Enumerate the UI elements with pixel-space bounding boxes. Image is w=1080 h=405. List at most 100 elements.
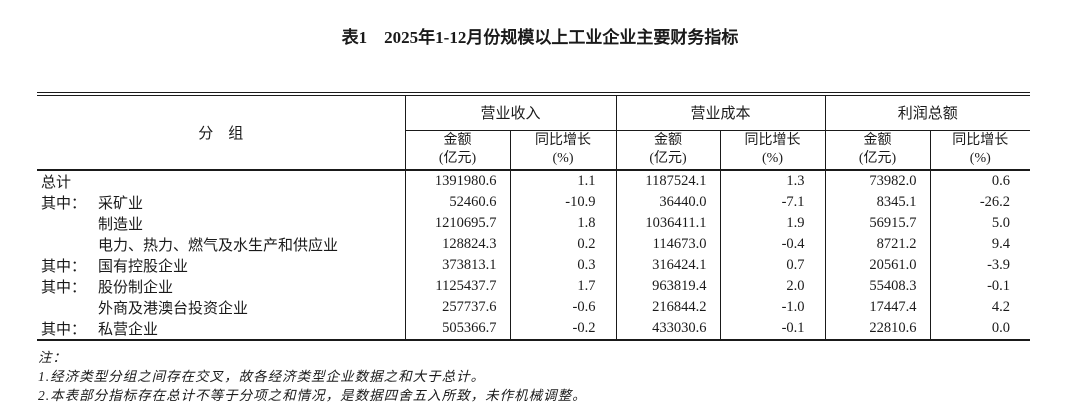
yoy-cell: 0.0 (929, 318, 1031, 340)
amount-cell: 963819.4 (615, 276, 721, 297)
yoy-cell: 0.6 (929, 170, 1031, 192)
row-label: 外商及港澳台投资企业 (37, 297, 405, 318)
row-label-text: 制造业 (98, 217, 144, 233)
table-title: 表1 2025年1-12月份规模以上工业企业主要财务指标 (341, 28, 739, 47)
row-prefix: 其中： (41, 196, 87, 212)
yoy-cell: 1.9 (719, 213, 826, 234)
amount-cell: 56915.7 (824, 213, 931, 234)
row-label-text: 国有控股企业 (98, 259, 189, 275)
table-row: 其中： 国有控股企业 373813.1 0.3 316424.1 0.7 20561.0 -3… (37, 255, 1031, 276)
yoy-cell: 0.2 (509, 234, 617, 255)
col-header-operating-cost: 营业成本 (615, 94, 826, 131)
yoy-cell: 5.0 (929, 213, 1031, 234)
table-row: 电力、热力、燃气及水生产和供应业 128824.3 0.2 114673.0 -0.4 8… (37, 234, 1031, 255)
row-label: 其中： 国有控股企业 (37, 255, 405, 276)
yoy-cell: 4.2 (929, 297, 1031, 318)
amount-cell: 8721.2 (824, 234, 931, 255)
subheader-yoy-unit: (%) (762, 150, 784, 166)
col-header-group: 分 组 (37, 94, 406, 171)
yoy-cell: 2.0 (719, 276, 826, 297)
amount-cell: 17447.4 (824, 297, 931, 318)
amount-cell: 1391980.6 (404, 170, 510, 192)
table-row: 制造业 1210695.7 1.8 1036411.1 1.9 56915.7 5.0 (37, 213, 1031, 234)
amount-cell: 1210695.7 (404, 213, 510, 234)
yoy-cell: 1.1 (509, 170, 617, 192)
row-prefix: 其中： (41, 280, 87, 296)
table-notes: 注： 1.经济类型分组之间存在交叉，故各经济类型企业数据之和大于总计。 2.本表… (38, 348, 1080, 405)
amount-cell: 257737.6 (404, 297, 510, 318)
amount-cell: 8345.1 (824, 192, 931, 213)
yoy-cell: -26.2 (929, 192, 1031, 213)
subheader-yoy-label: 同比增长 (535, 132, 591, 148)
row-label: 电力、热力、燃气及水生产和供应业 (37, 234, 405, 255)
yoy-cell: 1.8 (509, 213, 617, 234)
table-row: 其中： 股份制企业 1125437.7 1.7 963819.4 2.0 55408.3 -0… (37, 276, 1031, 297)
row-prefix: 其中： (41, 259, 87, 275)
col-header-operating-revenue: 营业收入 (404, 94, 617, 131)
subheader-amount-unit: (亿元) (858, 150, 897, 166)
amount-cell: 73982.0 (824, 170, 931, 192)
amount-cell: 22810.6 (824, 318, 931, 340)
row-label-text: 采矿业 (98, 196, 144, 212)
yoy-cell: -0.4 (719, 234, 826, 255)
yoy-cell: 9.4 (929, 234, 1031, 255)
amount-cell: 128824.3 (404, 234, 510, 255)
amount-cell: 52460.6 (404, 192, 510, 213)
subheader-amount-label: 金额 (443, 132, 472, 148)
row-label: 制造业 (37, 213, 405, 234)
amount-cell: 36440.0 (615, 192, 721, 213)
row-label-text: 私营企业 (98, 322, 159, 338)
amount-cell: 55408.3 (824, 276, 931, 297)
row-label: 其中： 私营企业 (37, 318, 405, 340)
subheader-yoy-label: 同比增长 (744, 132, 801, 148)
subheader-amount-unit: (亿元) (649, 150, 687, 166)
amount-cell: 433030.6 (615, 318, 721, 340)
table-header: 分 组 营业收入 营业成本 利润总额 金额 (亿元) 同比增长 (%) 金额 (… (37, 94, 1031, 171)
yoy-cell: 1.3 (719, 170, 826, 192)
row-label: 其中： 股份制企业 (37, 276, 405, 297)
amount-cell: 1036411.1 (615, 213, 721, 234)
subheader-yoy-unit: (%) (969, 150, 991, 166)
yoy-cell: -0.1 (929, 276, 1031, 297)
row-label-text: 股份制企业 (98, 280, 174, 296)
row-prefix: 其中： (41, 322, 87, 338)
amount-cell: 316424.1 (615, 255, 721, 276)
amount-cell: 1187524.1 (615, 170, 721, 192)
col-header-total-profit: 利润总额 (824, 94, 1031, 131)
yoy-cell: 0.7 (719, 255, 826, 276)
amount-cell: 1125437.7 (404, 276, 510, 297)
yoy-cell: 1.7 (509, 276, 617, 297)
subheader-amount-unit: (亿元) (438, 150, 477, 166)
col-subheader-revenue-amount: 金额 (亿元) (404, 130, 510, 171)
row-label-text: 外商及港澳台投资企业 (98, 301, 249, 317)
yoy-cell: -0.1 (719, 318, 826, 340)
row-label: 其中： 采矿业 (37, 192, 405, 213)
amount-cell: 114673.0 (615, 234, 721, 255)
table-header-row-subcolumns: 金额 (亿元) 同比增长 (%) 金额 (亿元) 同比增长 (%) 金额 ( (37, 130, 1031, 171)
amount-cell: 373813.1 (404, 255, 510, 276)
subheader-amount-label: 金额 (863, 132, 892, 148)
col-subheader-cost-yoy: 同比增长 (%) (719, 130, 826, 171)
yoy-cell: -0.6 (509, 297, 617, 318)
col-subheader-cost-amount: 金额 (亿元) (615, 130, 721, 171)
row-label-text: 总计 (41, 175, 72, 191)
yoy-cell: 0.3 (509, 255, 617, 276)
yoy-cell: -3.9 (929, 255, 1031, 276)
note-2: 2.本表部分指标存在总计不等于分项之和情况，是数据四舍五入所致，未作机械调整。 (38, 388, 587, 403)
amount-cell: 505366.7 (404, 318, 510, 340)
row-label-text: 电力、热力、燃气及水生产和供应业 (98, 238, 339, 254)
financial-indicators-table: 分 组 营业收入 营业成本 利润总额 金额 (亿元) 同比增长 (%) 金额 (… (37, 92, 1031, 341)
table-row: 外商及港澳台投资企业 257737.6 -0.6 216844.2 -1.0 17447.… (37, 297, 1031, 318)
yoy-cell: -10.9 (509, 192, 617, 213)
table-row: 总计 1391980.6 1.1 1187524.1 1.3 73982.0 0.6 (37, 170, 1031, 192)
notes-label: 注： (38, 350, 67, 365)
table-row: 其中： 私营企业 505366.7 -0.2 433030.6 -0.1 22810.6 0.… (37, 318, 1031, 340)
subheader-yoy-unit: (%) (552, 150, 574, 166)
table-header-row-groups: 分 组 营业收入 营业成本 利润总额 (37, 94, 1031, 171)
col-subheader-revenue-yoy: 同比增长 (%) (509, 130, 617, 171)
amount-cell: 20561.0 (824, 255, 931, 276)
col-subheader-profit-amount: 金额 (亿元) (824, 130, 931, 171)
amount-cell: 216844.2 (615, 297, 721, 318)
yoy-cell: -0.2 (509, 318, 617, 340)
